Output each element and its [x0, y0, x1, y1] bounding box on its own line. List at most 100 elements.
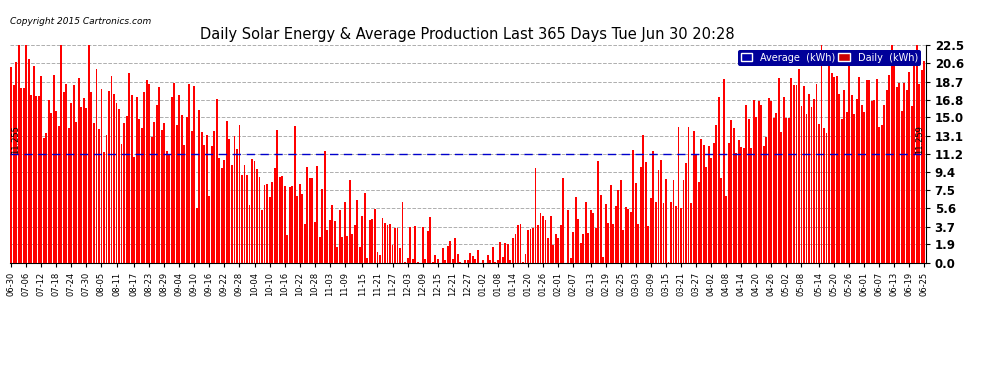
Bar [171, 98, 172, 262]
Bar [911, 105, 913, 262]
Bar [796, 85, 797, 262]
Bar [366, 258, 368, 262]
Bar [224, 160, 226, 262]
Bar [103, 152, 105, 262]
Bar [808, 94, 810, 262]
Bar [893, 58, 895, 262]
Bar [876, 79, 878, 262]
Bar [258, 177, 260, 262]
Bar [845, 111, 847, 262]
Bar [327, 230, 329, 262]
Bar [384, 224, 386, 262]
Bar [234, 136, 236, 262]
Bar [306, 167, 308, 262]
Bar [747, 118, 749, 262]
Bar [834, 77, 835, 262]
Bar [446, 246, 448, 262]
Bar [821, 39, 823, 262]
Bar [914, 66, 916, 262]
Bar [319, 237, 321, 262]
Bar [723, 79, 725, 262]
Bar [68, 128, 70, 262]
Bar [896, 87, 898, 262]
Bar [557, 238, 559, 262]
Text: 11.259: 11.259 [916, 125, 925, 154]
Bar [108, 91, 110, 262]
Bar [773, 118, 775, 262]
Bar [472, 256, 474, 262]
Bar [858, 77, 860, 262]
Bar [26, 36, 27, 262]
Text: 11.255: 11.255 [11, 125, 20, 154]
Bar [474, 259, 476, 262]
Bar [123, 123, 125, 262]
Bar [291, 186, 293, 262]
Bar [294, 126, 296, 262]
Bar [229, 139, 231, 262]
Bar [309, 178, 311, 262]
Bar [843, 90, 845, 262]
Bar [492, 247, 494, 262]
Bar [605, 204, 607, 262]
Bar [670, 202, 672, 262]
Bar [831, 73, 833, 262]
Bar [13, 85, 15, 262]
Bar [559, 225, 561, 262]
Bar [271, 182, 273, 262]
Bar [499, 242, 501, 262]
Bar [888, 75, 890, 262]
Bar [456, 254, 458, 262]
Bar [397, 228, 398, 262]
Bar [467, 260, 468, 262]
Bar [57, 126, 59, 262]
Bar [163, 123, 165, 262]
Bar [763, 146, 764, 262]
Bar [871, 101, 872, 262]
Bar [806, 114, 808, 262]
Bar [520, 224, 522, 262]
Bar [527, 230, 529, 262]
Bar [543, 216, 544, 262]
Bar [31, 96, 32, 262]
Bar [826, 133, 828, 262]
Bar [733, 128, 735, 262]
Bar [721, 178, 722, 262]
Bar [399, 248, 401, 262]
Bar [201, 132, 203, 262]
Bar [113, 93, 115, 262]
Bar [552, 245, 554, 262]
Bar [580, 243, 581, 262]
Bar [848, 63, 850, 262]
Bar [339, 210, 341, 262]
Bar [625, 207, 627, 262]
Bar [155, 105, 157, 262]
Bar [371, 219, 373, 262]
Bar [23, 88, 25, 262]
Bar [544, 220, 546, 262]
Bar [354, 225, 355, 262]
Bar [359, 247, 360, 262]
Bar [680, 208, 682, 262]
Bar [620, 180, 622, 262]
Bar [28, 59, 30, 262]
Bar [878, 127, 880, 262]
Bar [828, 63, 830, 262]
Bar [698, 182, 700, 262]
Bar [299, 184, 301, 262]
Bar [703, 145, 705, 262]
Bar [530, 229, 532, 262]
Bar [602, 257, 604, 262]
Bar [813, 99, 815, 262]
Bar [801, 106, 803, 262]
Bar [186, 117, 188, 262]
Bar [736, 153, 738, 262]
Bar [677, 127, 679, 262]
Bar [841, 119, 842, 262]
Bar [798, 69, 800, 262]
Bar [445, 261, 446, 262]
Bar [101, 88, 102, 262]
Text: Copyright 2015 Cartronics.com: Copyright 2015 Cartronics.com [10, 17, 151, 26]
Bar [36, 96, 38, 262]
Bar [141, 128, 143, 262]
Bar [75, 122, 77, 262]
